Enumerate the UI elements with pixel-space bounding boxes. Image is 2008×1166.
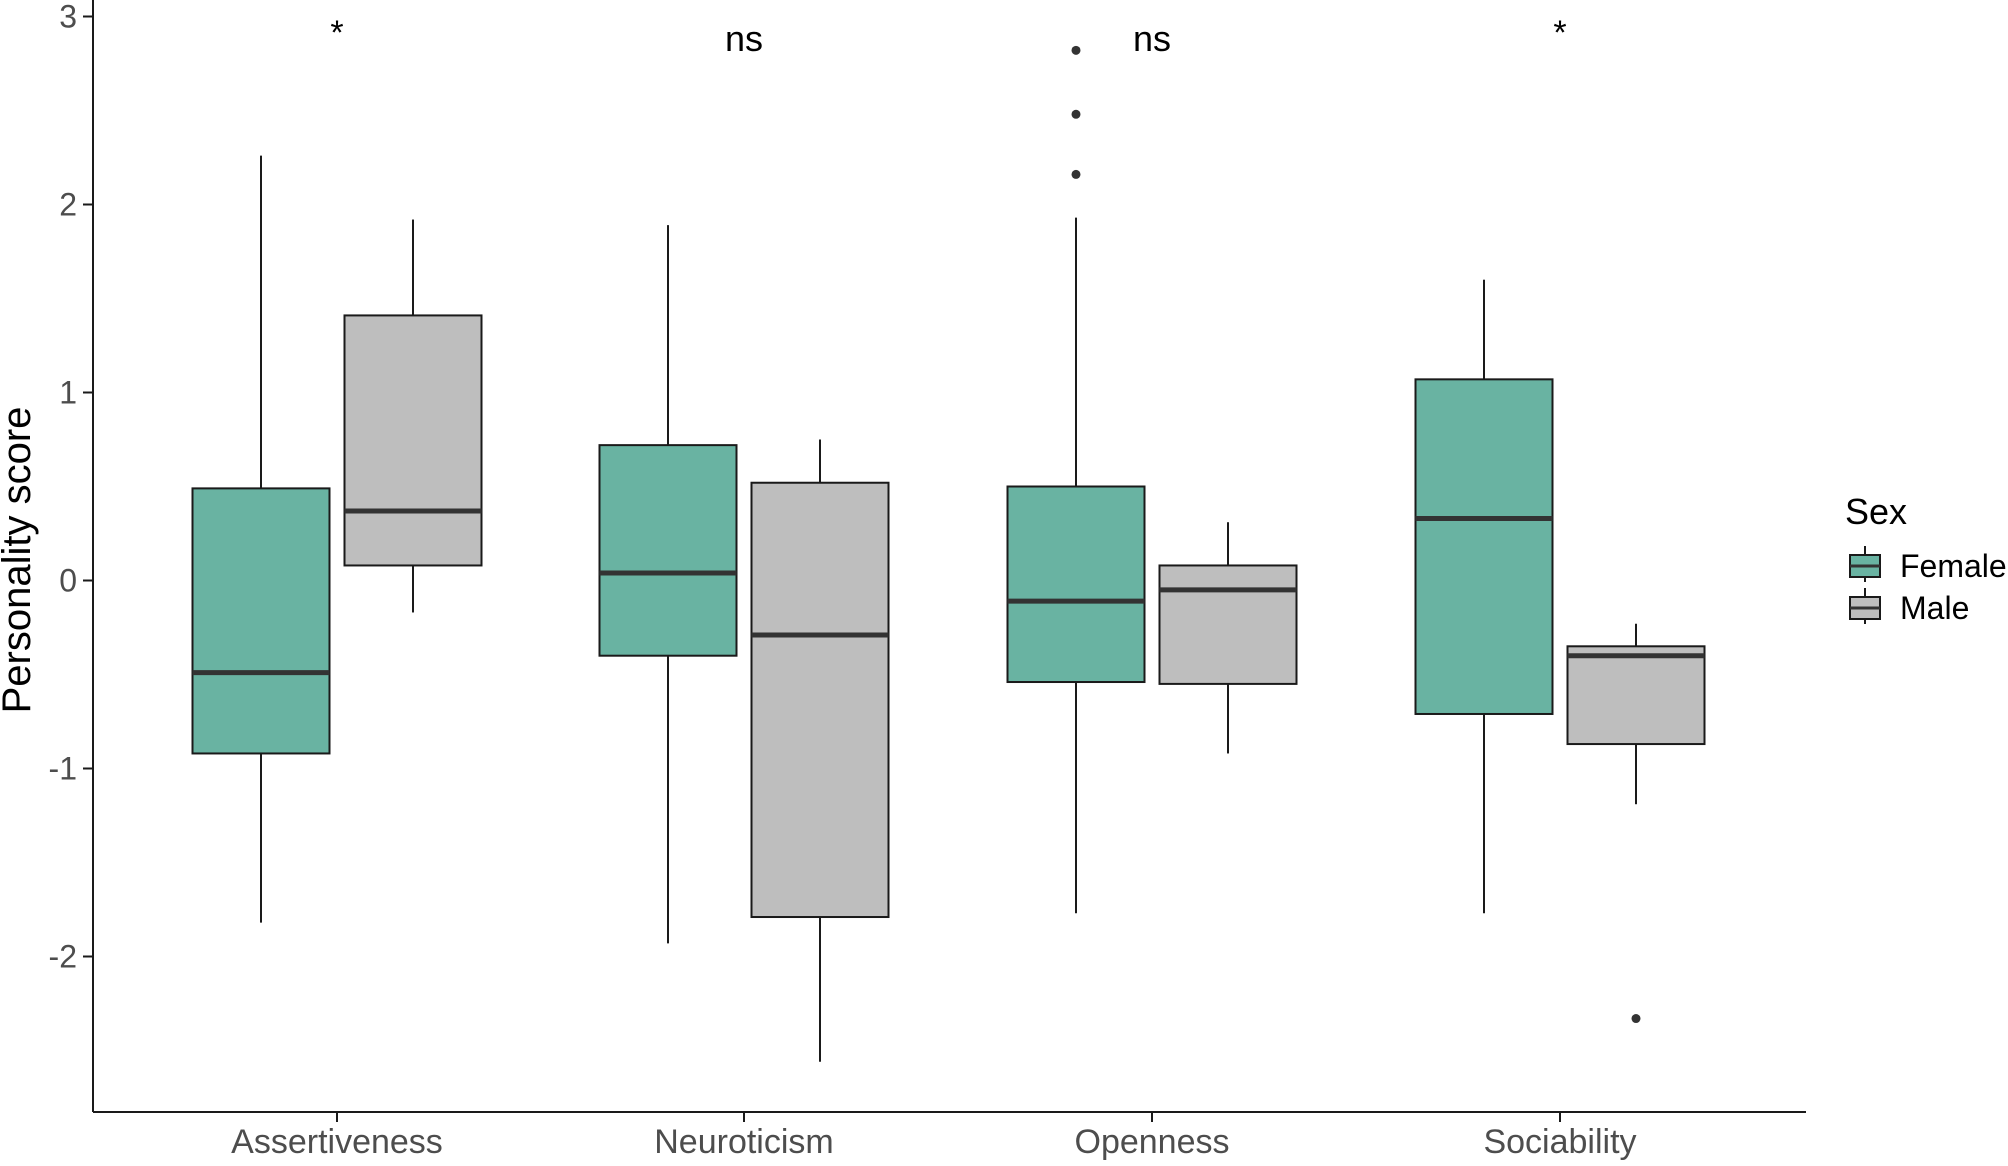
y-tick-label: 3 xyxy=(59,0,77,35)
box-male-sociability xyxy=(1566,623,1706,1024)
legend-label: Female xyxy=(1900,548,2007,584)
outlier-point xyxy=(1631,1014,1641,1024)
box-male-neuroticism xyxy=(750,439,890,1062)
box-iqr xyxy=(598,444,738,657)
box-male-assertiveness xyxy=(343,219,483,613)
plot-area: * ns ns * xyxy=(191,14,1706,1062)
y-tick-label: 0 xyxy=(59,563,77,599)
box-iqr xyxy=(1566,645,1706,746)
box-iqr xyxy=(1006,485,1146,684)
significance-annotation: ns xyxy=(725,18,763,59)
outlier-point xyxy=(1071,109,1081,119)
legend-title: Sex xyxy=(1845,491,1907,532)
y-axis-label: Personality score xyxy=(0,407,39,714)
box-female-openness xyxy=(1006,45,1146,914)
box-female-assertiveness xyxy=(191,155,331,923)
legend-item-female: Female xyxy=(1849,546,2007,584)
legend-item-male: Male xyxy=(1849,588,1969,626)
significance-annotation: * xyxy=(1553,14,1566,52)
box-female-neuroticism xyxy=(598,225,738,944)
box-iqr xyxy=(1414,378,1554,715)
y-tick-label: 2 xyxy=(59,187,77,223)
outlier-point xyxy=(1071,45,1081,55)
x-tick-label: Sociability xyxy=(1483,1123,1636,1161)
significance-annotation: ns xyxy=(1133,18,1171,59)
box-iqr xyxy=(1158,564,1298,685)
significance-annotation: * xyxy=(330,14,343,52)
axes: -2 -1 0 1 2 3 Assertiveness Neuroticism Opennes… xyxy=(0,0,1806,1161)
y-axis-ticks: -2 -1 0 1 2 3 xyxy=(49,0,93,975)
box-iqr xyxy=(750,481,890,919)
x-tick-label: Assertiveness xyxy=(231,1123,443,1161)
legend-items: Female Male xyxy=(1849,546,2007,626)
y-tick-label: 1 xyxy=(59,375,77,411)
box-iqr xyxy=(191,487,331,755)
x-tick-label: Openness xyxy=(1075,1123,1230,1161)
y-tick-label: -2 xyxy=(49,939,77,975)
legend: Sex Female Male xyxy=(1845,491,2007,626)
legend-label: Male xyxy=(1900,590,1969,626)
outlier-point xyxy=(1071,169,1081,179)
x-tick-label: Neuroticism xyxy=(654,1123,833,1161)
box-iqr xyxy=(343,314,483,567)
y-tick-label: -1 xyxy=(49,751,77,787)
box-male-openness xyxy=(1158,522,1298,754)
x-axis-ticks: Assertiveness Neuroticism Openness Sociabil… xyxy=(231,1112,1637,1161)
box-female-sociability xyxy=(1414,279,1554,914)
